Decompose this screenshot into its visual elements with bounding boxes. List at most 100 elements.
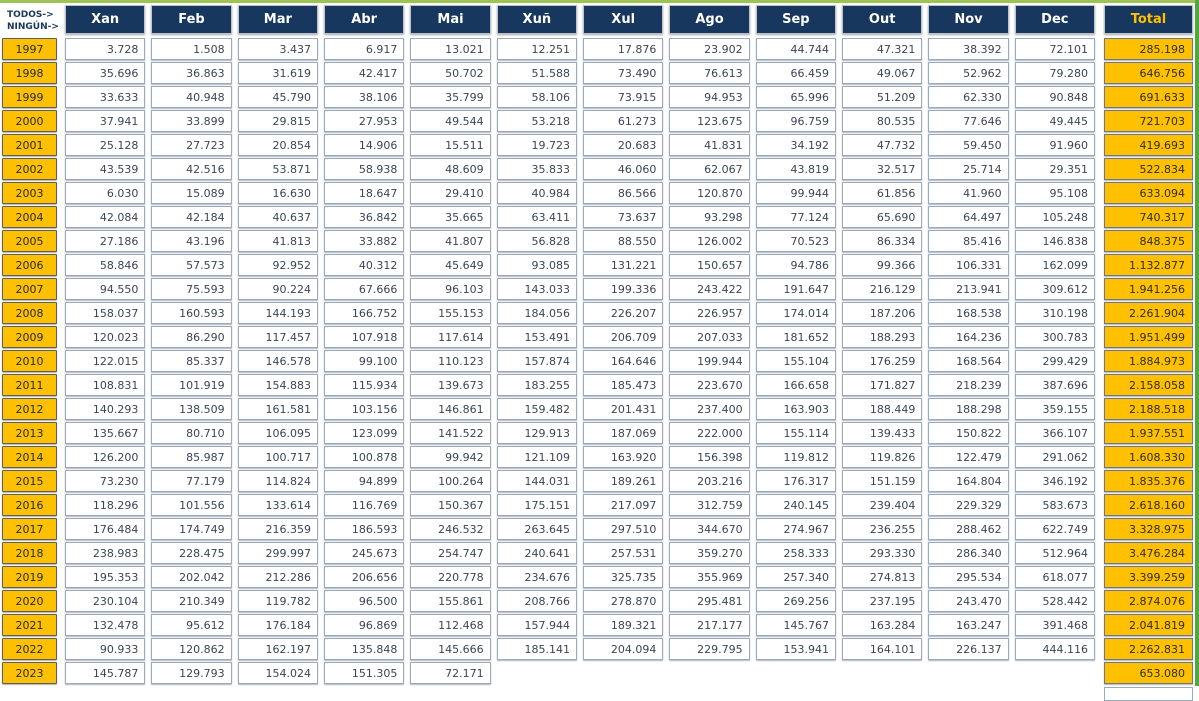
data-cell: 120.870	[669, 182, 750, 204]
select-all-button[interactable]: TODOS->	[7, 10, 54, 20]
data-cell: 3.437	[237, 38, 318, 60]
year-button[interactable]: 2002	[2, 158, 57, 180]
data-cell: 156.398	[669, 446, 750, 468]
data-cell: 188.298	[928, 398, 1009, 420]
month-header-button[interactable]: Ago	[669, 5, 750, 34]
data-cell: 13.021	[410, 38, 491, 60]
select-none-button[interactable]: NINGÚN->	[7, 22, 59, 32]
year-button[interactable]: 2006	[2, 254, 57, 276]
data-cell: 63.411	[496, 206, 577, 228]
year-button[interactable]: 2022	[2, 638, 57, 660]
month-header-button[interactable]: Dec	[1014, 5, 1095, 34]
year-button[interactable]: 2019	[2, 566, 57, 588]
year-button[interactable]: 2023	[2, 662, 57, 684]
table-row: 2008 158.037 160.593 144.193 166.752 155.153 1…	[0, 301, 1195, 325]
year-button[interactable]: 2021	[2, 614, 57, 636]
total-cell: 1.132.877	[1104, 254, 1193, 276]
month-header-button[interactable]: Mar	[237, 5, 318, 34]
data-cell: 15.089	[151, 182, 232, 204]
data-cell: 36.842	[324, 206, 405, 228]
data-cell: 206.709	[583, 326, 664, 348]
table-row: 2013 135.667 80.710 106.095 123.099 141.522 12…	[0, 421, 1195, 445]
data-cell: 189.261	[583, 470, 664, 492]
data-cell: 295.481	[669, 590, 750, 612]
table-row: 2015 73.230 77.179 114.824 94.899 100.264 144.…	[0, 469, 1195, 493]
data-cell: 160.593	[151, 302, 232, 324]
data-cell: 47.321	[842, 38, 923, 60]
year-button[interactable]: 1998	[2, 62, 57, 84]
year-button[interactable]: 2013	[2, 422, 57, 444]
year-button[interactable]: 2012	[2, 398, 57, 420]
data-cell: 48.609	[410, 158, 491, 180]
total-cell: 522.834	[1104, 158, 1193, 180]
data-cell: 61.856	[842, 182, 923, 204]
data-cell: 243.470	[928, 590, 1009, 612]
data-cell: 70.523	[755, 230, 836, 252]
data-cell: 299.429	[1014, 350, 1095, 372]
data-cell: 288.462	[928, 518, 1009, 540]
data-cell: 101.919	[151, 374, 232, 396]
month-header-button[interactable]: Sep	[755, 5, 836, 34]
data-cell: 40.637	[237, 206, 318, 228]
data-cell: 61.273	[583, 110, 664, 132]
data-cell: 59.450	[928, 134, 1009, 156]
data-cell: 346.192	[1014, 470, 1095, 492]
data-cell: 40.312	[324, 254, 405, 276]
data-cell: 129.793	[151, 662, 232, 684]
year-button[interactable]: 2007	[2, 278, 57, 300]
year-button[interactable]: 2010	[2, 350, 57, 372]
data-cell: 75.593	[151, 278, 232, 300]
table-row: 2021 132.478 95.612 176.184 96.869 112.468 157…	[0, 613, 1195, 637]
data-cell: 58.846	[65, 254, 146, 276]
empty-cell	[324, 686, 404, 701]
data-cell: 126.200	[65, 446, 146, 468]
year-button[interactable]: 2014	[2, 446, 57, 468]
right-green-strip	[1195, 0, 1199, 686]
empty-cell	[842, 686, 922, 701]
year-button[interactable]: 2000	[2, 110, 57, 132]
data-cell: 77.646	[928, 110, 1009, 132]
selection-controls: TODOS-> NINGÚN->	[0, 3, 62, 37]
year-button[interactable]: 2017	[2, 518, 57, 540]
data-cell: 107.918	[324, 326, 405, 348]
month-header-button[interactable]: Out	[842, 5, 923, 34]
month-header-button[interactable]: Mai	[410, 5, 491, 34]
month-header-button[interactable]: Feb	[151, 5, 232, 34]
year-button[interactable]: 2009	[2, 326, 57, 348]
year-button[interactable]: 1999	[2, 86, 57, 108]
table-row: 2012 140.293 138.509 161.581 103.156 146.861 1…	[0, 397, 1195, 421]
empty-cell	[756, 686, 836, 701]
year-button[interactable]: 2004	[2, 206, 57, 228]
year-button[interactable]: 2005	[2, 230, 57, 252]
year-button[interactable]: 2011	[2, 374, 57, 396]
year-button[interactable]: 2020	[2, 590, 57, 612]
year-button[interactable]: 1997	[2, 38, 57, 60]
year-button[interactable]: 2016	[2, 494, 57, 516]
data-cell: 49.544	[410, 110, 491, 132]
data-cell: 35.799	[410, 86, 491, 108]
year-button[interactable]: 2018	[2, 542, 57, 564]
data-cell: 64.497	[928, 206, 1009, 228]
year-button[interactable]: 2003	[2, 182, 57, 204]
total-cell: 3.476.284	[1104, 542, 1193, 564]
empty-cell	[497, 662, 577, 684]
year-button[interactable]: 2001	[2, 134, 57, 156]
month-header-button[interactable]: Xul	[583, 5, 664, 34]
table-row: 2006 58.846 57.573 92.952 40.312 45.649 93.085…	[0, 253, 1195, 277]
data-cell: 297.510	[583, 518, 664, 540]
month-header-button[interactable]: Abr	[324, 5, 405, 34]
data-cell: 94.899	[324, 470, 405, 492]
data-cell: 151.159	[842, 470, 923, 492]
month-header-button[interactable]: Xan	[65, 5, 146, 34]
month-header-button[interactable]: Xuñ	[496, 5, 577, 34]
data-cell: 146.578	[237, 350, 318, 372]
data-cell: 217.097	[583, 494, 664, 516]
year-button[interactable]: 2008	[2, 302, 57, 324]
data-cell: 188.293	[842, 326, 923, 348]
data-cell: 29.815	[237, 110, 318, 132]
data-cell: 199.336	[583, 278, 664, 300]
data-cell: 325.735	[583, 566, 664, 588]
year-button[interactable]: 2015	[2, 470, 57, 492]
data-cell: 76.613	[669, 62, 750, 84]
month-header-button[interactable]: Nov	[928, 5, 1009, 34]
